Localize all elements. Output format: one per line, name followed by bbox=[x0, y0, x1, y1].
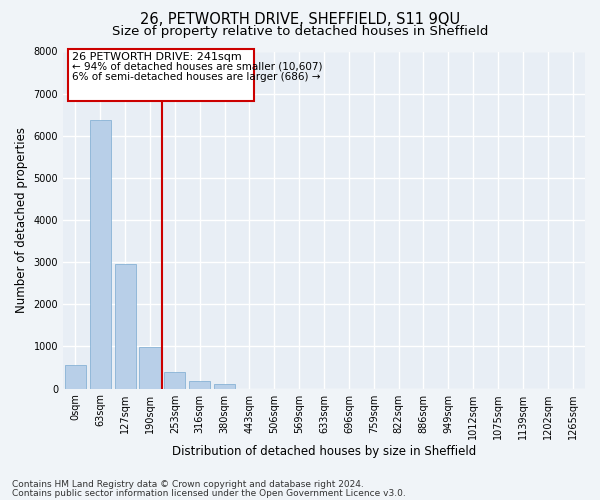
Text: 26 PETWORTH DRIVE: 241sqm: 26 PETWORTH DRIVE: 241sqm bbox=[72, 52, 241, 62]
Text: 26, PETWORTH DRIVE, SHEFFIELD, S11 9QU: 26, PETWORTH DRIVE, SHEFFIELD, S11 9QU bbox=[140, 12, 460, 28]
Y-axis label: Number of detached properties: Number of detached properties bbox=[15, 127, 28, 313]
Bar bbox=[139, 347, 161, 389]
Bar bbox=[164, 372, 185, 388]
Bar bbox=[90, 120, 111, 388]
Text: 6% of semi-detached houses are larger (686) →: 6% of semi-detached houses are larger (6… bbox=[72, 72, 320, 82]
Bar bbox=[65, 366, 86, 388]
Text: Contains HM Land Registry data © Crown copyright and database right 2024.: Contains HM Land Registry data © Crown c… bbox=[12, 480, 364, 489]
Text: ← 94% of detached houses are smaller (10,607): ← 94% of detached houses are smaller (10… bbox=[72, 62, 322, 72]
Bar bbox=[214, 384, 235, 388]
Text: Size of property relative to detached houses in Sheffield: Size of property relative to detached ho… bbox=[112, 25, 488, 38]
Text: Contains public sector information licensed under the Open Government Licence v3: Contains public sector information licen… bbox=[12, 488, 406, 498]
FancyBboxPatch shape bbox=[68, 50, 254, 101]
Bar bbox=[115, 264, 136, 388]
Bar bbox=[189, 380, 211, 388]
X-axis label: Distribution of detached houses by size in Sheffield: Distribution of detached houses by size … bbox=[172, 444, 476, 458]
